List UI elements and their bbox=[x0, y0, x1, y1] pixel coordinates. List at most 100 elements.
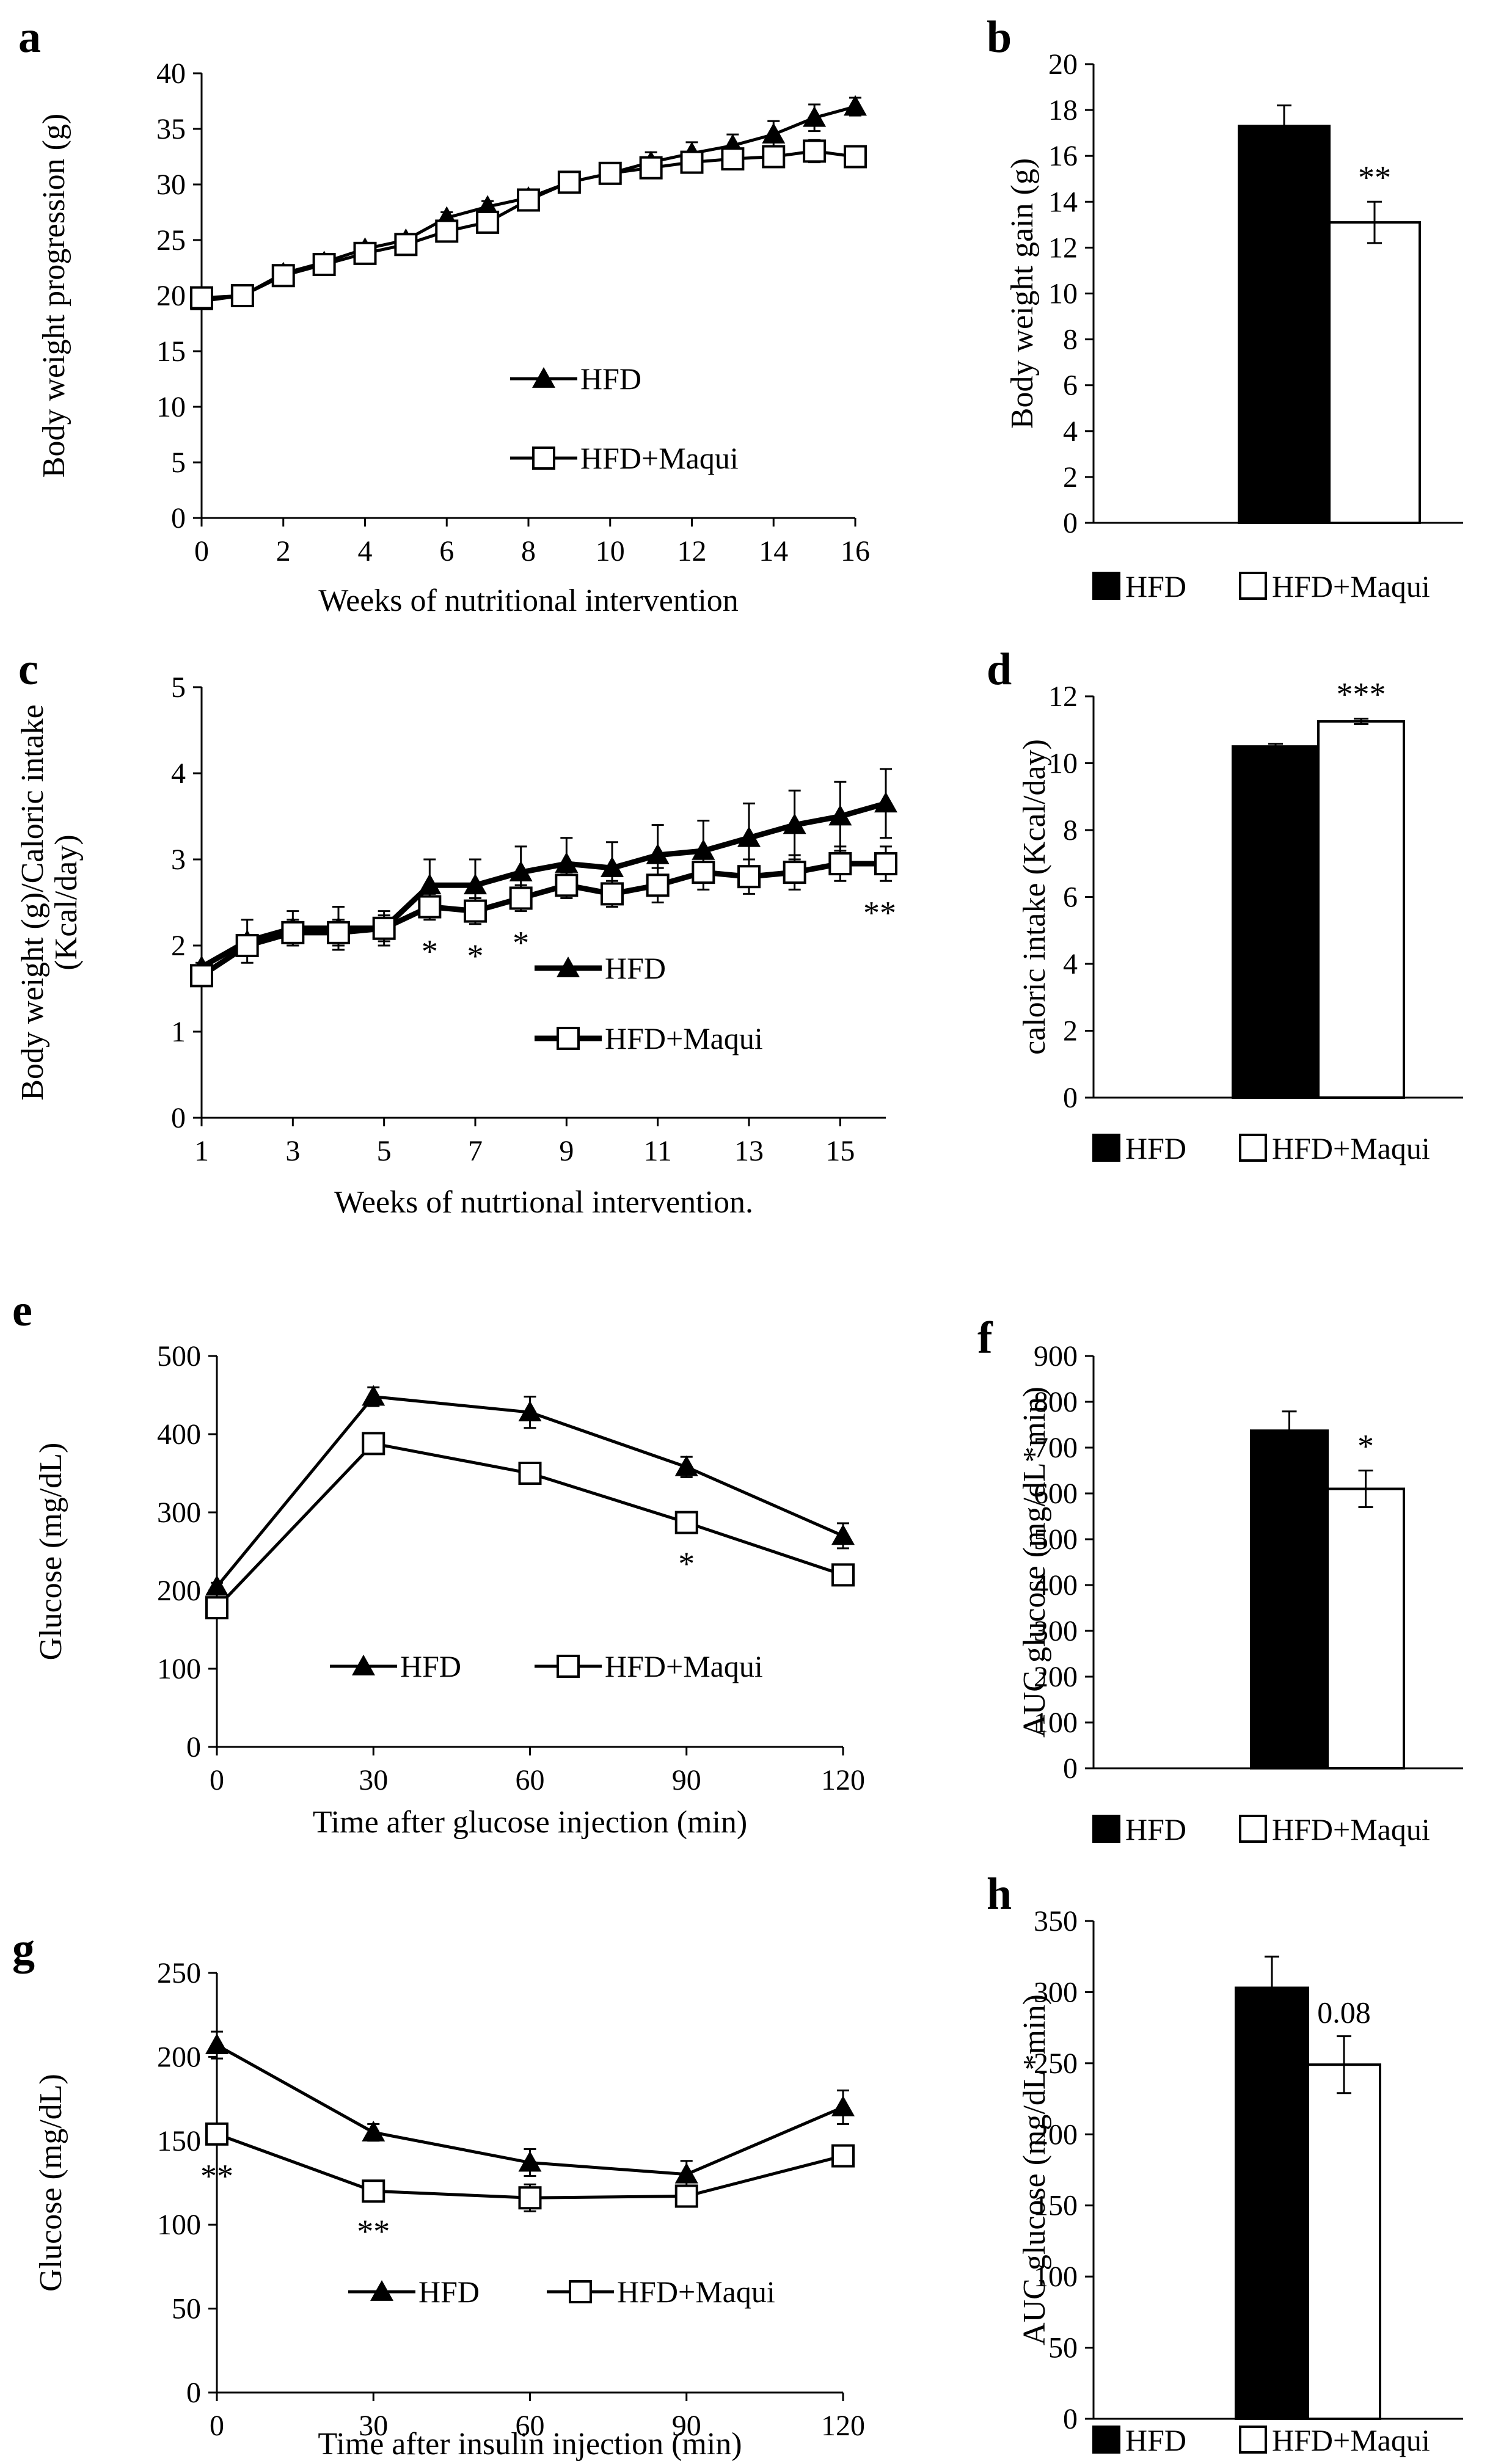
data-point bbox=[205, 2122, 228, 2146]
x-tick-label: 13 bbox=[734, 1135, 764, 1167]
y-tick-label: 50 bbox=[172, 2293, 201, 2325]
data-point bbox=[518, 2186, 542, 2210]
series-line bbox=[201, 149, 856, 300]
y-tick-label: 150 bbox=[1034, 2190, 1078, 2222]
x-tick-label: 16 bbox=[841, 535, 870, 567]
y-axis-label: caloric intake (Kcal/day) bbox=[1017, 739, 1052, 1055]
y-tick-label: 10 bbox=[156, 391, 186, 423]
y-tick-label: 0 bbox=[1063, 1082, 1078, 1114]
x-tick-label: 15 bbox=[825, 1135, 855, 1167]
data-point bbox=[281, 920, 305, 944]
data-point bbox=[476, 195, 500, 216]
legend-label: HFD bbox=[1125, 1812, 1186, 1846]
data-point bbox=[327, 920, 350, 944]
legend-label: HFD+Maqui bbox=[605, 1649, 763, 1683]
x-tick-label: 14 bbox=[759, 535, 788, 567]
legend-marker bbox=[557, 1655, 580, 1678]
panel-label-g: g bbox=[12, 1924, 35, 1974]
significance-label: * bbox=[513, 925, 529, 961]
y-tick-label: 40 bbox=[156, 57, 186, 90]
series-hfd-maqui bbox=[205, 2122, 855, 2212]
panel-e: e 0 100 200 300 400 500 0 30 60 90 120 Time after gl… bbox=[12, 1286, 865, 1840]
panel-label-f: f bbox=[977, 1313, 993, 1363]
data-point bbox=[418, 895, 442, 919]
y-tick-label: 800 bbox=[1034, 1386, 1078, 1418]
legend-marker bbox=[557, 957, 580, 977]
x-tick-label: 3 bbox=[285, 1135, 300, 1167]
legend-item: HFD bbox=[330, 1649, 461, 1683]
y-tick-label: 20 bbox=[1048, 48, 1078, 81]
y-tick-label: 0 bbox=[171, 1102, 186, 1134]
x-axis-label: Weeks of nutrtional intervention. bbox=[334, 1185, 753, 1220]
legend-label: HFD+Maqui bbox=[605, 1021, 763, 1055]
legend-label: HFD+Maqui bbox=[1272, 569, 1430, 603]
legend-label: HFD bbox=[418, 2275, 480, 2309]
y-tick-label: 3 bbox=[171, 844, 186, 876]
y-tick-label: 2 bbox=[1063, 1015, 1078, 1048]
legend-marker bbox=[532, 367, 555, 388]
data-point bbox=[555, 852, 579, 873]
data-point bbox=[831, 2144, 855, 2168]
legend-marker bbox=[370, 2280, 393, 2301]
y-tick-label: 400 bbox=[157, 1418, 201, 1451]
y-axis-label-line2: (Kcal/day) bbox=[49, 834, 84, 970]
panel-label-a: a bbox=[18, 12, 41, 62]
data-point bbox=[464, 873, 487, 895]
y-axis-label: Body weight (g)/Caloric intake bbox=[15, 704, 50, 1100]
series-hfd bbox=[205, 1385, 855, 1596]
y-tick-label: 8 bbox=[1063, 814, 1078, 847]
y-tick-label: 300 bbox=[1034, 1615, 1078, 1647]
legend-swatch bbox=[1239, 1134, 1267, 1162]
data-point bbox=[509, 886, 533, 910]
significance-label: * bbox=[467, 938, 484, 974]
legend-label: HFD+Maqui bbox=[1272, 1812, 1430, 1846]
x-axis-label: Time after insulin injection (min) bbox=[318, 2427, 742, 2462]
y-tick-label: 100 bbox=[1034, 2261, 1078, 2293]
significance-label: *** bbox=[1337, 676, 1386, 713]
y-tick-label: 600 bbox=[1034, 1478, 1078, 1510]
data-point bbox=[476, 210, 500, 234]
x-tick-label: 30 bbox=[359, 2410, 388, 2442]
series-line bbox=[200, 861, 886, 979]
legend-swatch bbox=[1239, 572, 1267, 600]
y-axis-label: Body weight gain (g) bbox=[1005, 158, 1040, 429]
legend-item: HFD bbox=[510, 362, 641, 396]
y-tick-label: 1 bbox=[171, 1016, 186, 1048]
x-tick-label: 5 bbox=[377, 1135, 392, 1167]
data-point bbox=[362, 2121, 385, 2141]
bar-hfd bbox=[1250, 1429, 1329, 1770]
x-tick-label: 2 bbox=[276, 535, 291, 567]
data-point bbox=[828, 852, 852, 876]
x-tick-label: 7 bbox=[468, 1135, 483, 1167]
legend-item: HFD bbox=[535, 951, 666, 985]
x-tick-label: 12 bbox=[677, 535, 707, 567]
data-point bbox=[601, 882, 624, 906]
x-tick-label: 60 bbox=[516, 1764, 545, 1796]
y-axis-label: Body weight progression (g) bbox=[37, 114, 71, 478]
legend-marker bbox=[569, 2280, 592, 2303]
panel-b: b 0 2 4 6 8 10 12 14 16 18 20 Body weight gain (g) **… bbox=[987, 12, 1463, 603]
legend-item: HFD bbox=[1092, 569, 1186, 603]
data-point bbox=[844, 145, 867, 169]
y-axis-label: Glucose (mg/dL) bbox=[34, 2074, 68, 2292]
data-point bbox=[639, 156, 663, 180]
bar-hfd bbox=[1235, 1986, 1309, 2420]
y-tick-label: 5 bbox=[171, 447, 186, 479]
data-point bbox=[674, 1455, 698, 1476]
data-point bbox=[205, 2033, 228, 2054]
series-line bbox=[200, 801, 887, 970]
x-axis-label: Weeks of nutritional intervention bbox=[318, 583, 739, 618]
y-tick-label: 0 bbox=[186, 2377, 201, 2409]
y-tick-label: 150 bbox=[157, 2125, 201, 2157]
legend-label: HFD bbox=[1125, 2423, 1186, 2457]
data-point bbox=[598, 161, 622, 185]
y-tick-label: 10 bbox=[1048, 278, 1078, 310]
legend-swatch bbox=[1092, 1815, 1120, 1843]
panel-g: g 0 50 100 150 200 250 0 30 60 90 120 Time after ins… bbox=[12, 1924, 865, 2462]
data-point bbox=[762, 123, 786, 144]
legend-item: HFD+Maqui bbox=[510, 441, 739, 475]
data-point bbox=[362, 1385, 385, 1406]
legend-label: HFD+Maqui bbox=[1272, 1131, 1430, 1165]
